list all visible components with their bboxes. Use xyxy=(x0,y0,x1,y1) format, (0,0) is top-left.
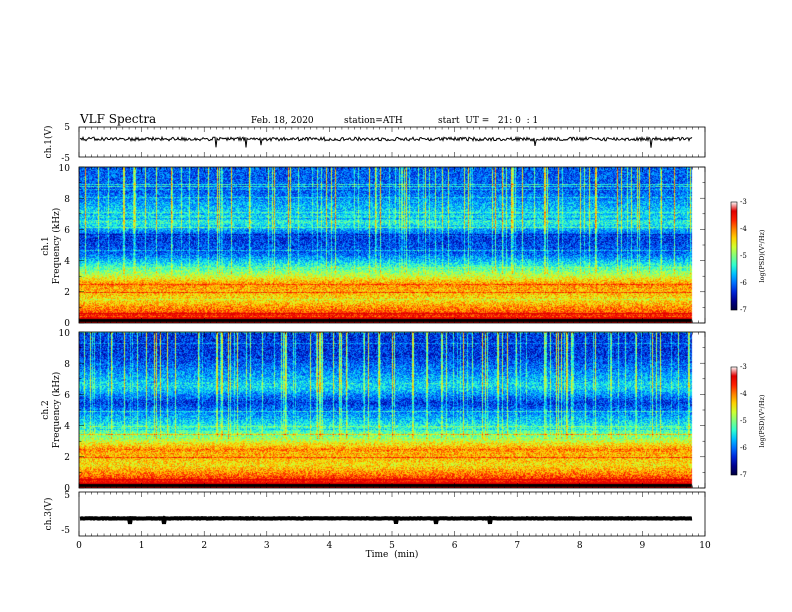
ch2-spec-ytick-0: 0 xyxy=(64,484,70,494)
time-axis-tick-0: 0 xyxy=(76,541,82,551)
start-time-label: start UT = 21: 0 : 1 xyxy=(438,116,538,126)
ch1-spectrogram-heatmap xyxy=(79,167,705,323)
ch2-cbar-tick-m4: -4 xyxy=(740,390,747,398)
ch2-cbar-tick-m7: -7 xyxy=(740,471,747,479)
time-axis-tick-3: 3 xyxy=(264,541,270,551)
time-axis-tick-4: 4 xyxy=(327,541,333,551)
figure-title: VLF Spectra xyxy=(79,112,156,126)
ch2-cbar-label: log(PSD)(V²/Hz) xyxy=(758,394,766,447)
ch2-spectrogram-panel: 0 2 4 6 8 10 ch.2 Frequency (kHz) -3 -4 … xyxy=(41,329,766,494)
ch2-spec-ylabel: ch.2 Frequency (kHz) xyxy=(41,372,62,449)
axis-minor-ticks xyxy=(78,127,706,536)
ch1-cbar-tick-m3: -3 xyxy=(740,198,747,206)
svg-text:ch.2: ch.2 xyxy=(41,400,51,419)
time-axis-tick-8: 8 xyxy=(577,541,583,551)
ch1-waveform-line xyxy=(79,135,693,148)
ch1-spec-ytick-10: 10 xyxy=(59,164,71,174)
ch2-cbar-tick-m3: -3 xyxy=(740,363,747,371)
ch3-wave-ylabel: ch.3(V) xyxy=(43,498,54,531)
ch2-spec-ytick-8: 8 xyxy=(64,360,70,370)
time-axis-tick-1: 1 xyxy=(139,541,145,551)
ch1-wave-ytick-top: 5 xyxy=(64,123,70,133)
time-axis-tick-2: 2 xyxy=(201,541,207,551)
ch3-waveform-panel: 5 0 -5 ch.3(V) 0 1 2 3 4 5 6 7 8 9 10 Time (min) xyxy=(43,491,711,560)
ch1-spec-ytick-8: 8 xyxy=(64,195,70,205)
ch1-cbar-tick-m7: -7 xyxy=(740,306,747,314)
svg-text:ch.1: ch.1 xyxy=(41,236,51,255)
ch1-wave-ytick-bottom: -5 xyxy=(61,154,70,164)
svg-text:Frequency (kHz): Frequency (kHz) xyxy=(51,208,62,285)
ch1-cbar-label: log(PSD)(V²/Hz) xyxy=(758,229,766,282)
station-label: station=ATH xyxy=(344,116,403,126)
time-axis-label: Time (min) xyxy=(366,549,419,560)
ch2-spectrogram-heatmap xyxy=(79,332,705,488)
ch1-cbar-tick-m4: -4 xyxy=(740,225,747,233)
ch3-waveform-line xyxy=(79,515,693,525)
ch2-spec-ytick-4: 4 xyxy=(64,422,70,432)
ch2-cbar-tick-m6: -6 xyxy=(740,444,747,452)
ch1-spec-ytick-6: 6 xyxy=(64,226,70,236)
ch3-wave-ytick-top: 5 xyxy=(64,491,70,501)
ch1-wave-ylabel: ch.1(V) xyxy=(43,126,54,159)
ch2-colorbar: -3 -4 -5 -6 -7 log(PSD)(V²/Hz) xyxy=(730,363,766,479)
ch2-cbar-tick-m5: -5 xyxy=(740,417,747,425)
ch1-spec-ytick-0: 0 xyxy=(64,319,70,329)
ch1-spec-ylabel: ch.1 Frequency (kHz) xyxy=(41,208,62,285)
ch1-spec-ytick-4: 4 xyxy=(64,257,70,267)
svg-text:Frequency (kHz): Frequency (kHz) xyxy=(51,372,62,449)
ch2-spec-ytick-2: 2 xyxy=(64,453,70,463)
date-label: Feb. 18, 2020 xyxy=(251,116,314,126)
ch1-cbar-tick-m6: -6 xyxy=(740,279,747,287)
time-axis-tick-10: 10 xyxy=(699,541,711,551)
time-axis-tick-labels: 0 1 2 3 4 5 6 7 8 9 10 xyxy=(76,541,711,551)
ch2-spec-ytick-10: 10 xyxy=(59,329,71,339)
ch3-wave-ytick-bottom: -5 xyxy=(61,526,70,536)
time-axis-tick-7: 7 xyxy=(514,541,520,551)
ch1-waveform-panel: 5 -5 ch.1(V) xyxy=(43,123,706,164)
time-axis-tick-6: 6 xyxy=(452,541,458,551)
ch2-spec-ytick-6: 6 xyxy=(64,391,70,401)
ch1-spec-ytick-2: 2 xyxy=(64,288,70,298)
ch1-colorbar: -3 -4 -5 -6 -7 log(PSD)(V²/Hz) xyxy=(730,198,766,314)
ch1-spectrogram-panel: 0 2 4 6 8 10 ch.1 Frequency (kHz) -3 -4 … xyxy=(41,164,766,329)
time-axis-tick-5: 5 xyxy=(389,541,395,551)
ch1-cbar-tick-m5: -5 xyxy=(740,252,747,260)
time-axis-tick-9: 9 xyxy=(640,541,646,551)
